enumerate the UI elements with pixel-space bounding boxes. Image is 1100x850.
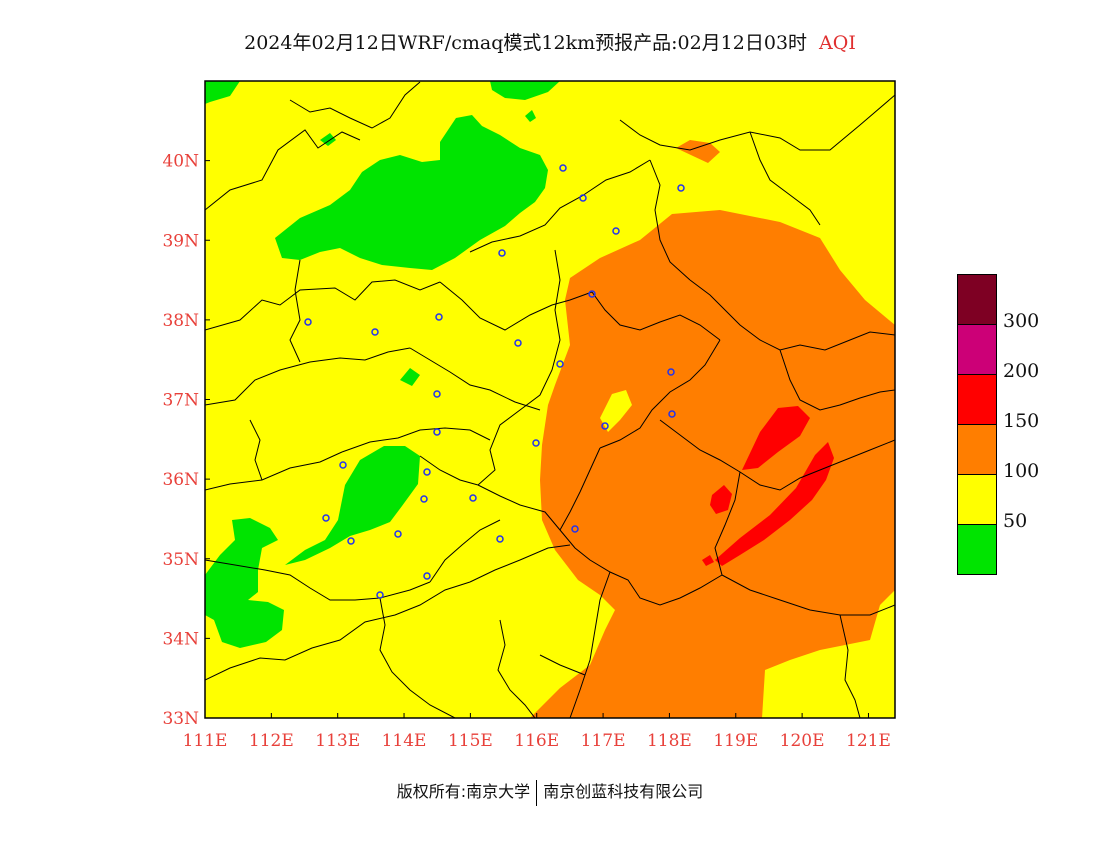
x-tick-label: 117E [581, 731, 626, 751]
station-marker [498, 249, 506, 257]
colorbar-label: 100 [1003, 460, 1040, 482]
x-tick-label: 119E [713, 731, 758, 751]
aqi-orange-patch [676, 140, 720, 163]
colorbar-label: 50 [1003, 510, 1028, 532]
aqi-green-region [275, 115, 548, 270]
station-marker [579, 194, 587, 202]
station-marker [668, 410, 676, 418]
station-marker [435, 313, 443, 321]
station-marker [677, 184, 685, 192]
x-tick-label: 114E [382, 731, 427, 751]
x-tick-label: 121E [846, 731, 891, 751]
station-marker [339, 461, 347, 469]
station-marker [433, 390, 441, 398]
colorbar-swatch [957, 374, 997, 425]
y-tick-label: 40N [162, 152, 199, 172]
aqi-green-region [320, 133, 336, 146]
y-tick-label: 38N [162, 311, 199, 331]
aqi-red-region [702, 555, 714, 566]
aqi-orange-region [530, 210, 895, 718]
y-tick-label: 35N [162, 550, 199, 570]
y-tick-label: 37N [162, 391, 199, 411]
aqi-red-region [715, 442, 834, 566]
station-marker [532, 439, 540, 447]
aqi-green-region [205, 81, 240, 104]
x-tick-label: 120E [780, 731, 825, 751]
title-main: 2024年02月12日WRF/cmaq模式12km预报产品:02月12日03时 [244, 32, 808, 54]
x-tick-label: 113E [315, 731, 360, 751]
y-tick-label: 36N [162, 470, 199, 490]
y-tick-label: 39N [162, 231, 199, 251]
station-marker [496, 535, 504, 543]
station-marker [420, 495, 428, 503]
x-tick-label: 116E [514, 731, 559, 751]
station-marker [559, 164, 567, 172]
station-marker [667, 368, 675, 376]
x-axis: 111E 112E 113E 114E 115E 116E 117E 118E 119E 120E… [183, 713, 891, 751]
map-title: 2024年02月12日WRF/cmaq模式12km预报产品:02月12日03时 A… [0, 28, 1100, 55]
station-marker [423, 572, 431, 580]
colorbar-label: 150 [1003, 410, 1040, 432]
colorbar-swatch [957, 524, 997, 575]
station-marker [304, 318, 312, 326]
station-marker [514, 339, 522, 347]
station-marker [571, 525, 579, 533]
x-tick-label: 115E [448, 731, 493, 751]
station-marker [612, 227, 620, 235]
aqi-red-region [710, 485, 732, 514]
station-marker [588, 290, 596, 298]
station-marker [322, 514, 330, 522]
station-marker [469, 494, 477, 502]
station-marker [347, 537, 355, 545]
station-marker [371, 328, 379, 336]
company-text: 南京创蓝科技有限公司 [543, 782, 704, 801]
copyright-footer: 版权所有:南京大学 南京创蓝科技有限公司 [0, 778, 1100, 806]
colorbar-swatch [957, 424, 997, 475]
x-tick-label: 111E [183, 731, 228, 751]
station-marker [376, 591, 384, 599]
x-tick-label: 118E [647, 731, 692, 751]
station-markers [304, 164, 685, 599]
aqi-green-region [490, 81, 560, 100]
colorbar-label: 300 [1003, 310, 1040, 332]
aqi-green-region [525, 110, 536, 122]
admin-boundaries [205, 81, 895, 718]
colorbar-swatch [957, 474, 997, 525]
y-tick-label: 34N [162, 629, 199, 649]
aqi-green-region [285, 446, 420, 565]
colorbar-label: 200 [1003, 360, 1040, 382]
station-marker [556, 360, 564, 368]
copyright-text: 版权所有:南京大学 [396, 782, 531, 801]
footer-separator [536, 779, 538, 806]
title-variable: AQI [819, 32, 856, 54]
station-marker [394, 530, 402, 538]
aqi-green-region [205, 518, 284, 648]
map-plot-area [205, 81, 895, 718]
colorbar-swatch [957, 274, 997, 325]
station-marker [601, 422, 609, 430]
colorbar-swatch [957, 324, 997, 375]
station-marker [433, 428, 441, 436]
station-marker [423, 468, 431, 476]
x-tick-label: 112E [249, 731, 294, 751]
aqi-green-region [400, 368, 420, 386]
y-tick-label: 33N [162, 709, 199, 729]
colorbar [957, 274, 997, 575]
y-axis: 33N 34N 35N 36N 37N 38N 39N 40N [162, 152, 210, 729]
aqi-red-region [742, 406, 810, 470]
aqi-yellow-hole [600, 390, 632, 432]
